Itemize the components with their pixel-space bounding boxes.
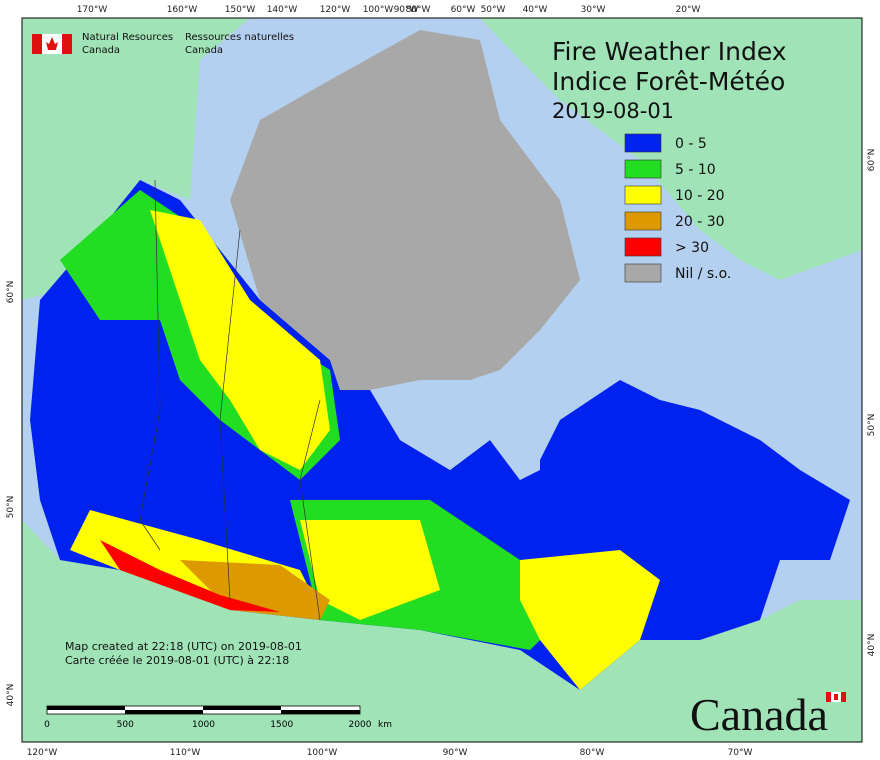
border	[219, 229, 241, 601]
legend-label: 5 - 10	[675, 162, 716, 178]
lon-label: 90°W	[394, 5, 419, 15]
lon-label: 120°W	[320, 5, 351, 15]
agency-en: Natural Resources	[82, 32, 173, 43]
nrcan-logo	[32, 34, 72, 54]
legend-label: > 30	[675, 240, 709, 256]
lon-label: 50°W	[481, 5, 506, 15]
lon-label: 120°W	[27, 748, 58, 758]
lon-label: 160°W	[167, 5, 198, 15]
wordmark-flag	[826, 692, 846, 702]
scale-label: 1000	[192, 720, 215, 730]
lon-label: 40°W	[523, 5, 548, 15]
legend-label: 0 - 5	[675, 136, 707, 152]
lat-label: 60°N	[867, 149, 877, 172]
lon-label: 110°W	[170, 748, 201, 758]
lon-label: 70°W	[728, 748, 753, 758]
lon-label: 90°W	[443, 748, 468, 758]
border	[139, 179, 161, 551]
date: 2019-08-01	[552, 99, 674, 123]
lat-label: 50°N	[6, 496, 16, 519]
legend-label: 20 - 30	[675, 214, 725, 230]
agency-fr: Ressources naturelles	[185, 32, 294, 43]
lon-label: 60°W	[451, 5, 476, 15]
fwi-orange-sw	[180, 560, 330, 620]
frame	[21, 17, 863, 743]
legend-label: 10 - 20	[675, 188, 725, 204]
texts: Natural Resources Canada Ressources natu…	[65, 32, 828, 740]
note: Map created at 22:18 (UTC) on 2019-08-01	[65, 640, 302, 653]
legend-swatch	[624, 159, 662, 179]
title: Indice Forêt-Météo	[552, 67, 785, 96]
lon-label: 170°W	[77, 5, 108, 15]
lat-label: 50°N	[867, 414, 877, 437]
note: Carte créée le 2019-08-01 (UTC) à 22:18	[65, 654, 289, 667]
fwi-yellow-east	[520, 550, 660, 690]
lon-label: 80°W	[406, 5, 431, 15]
legend-swatch	[624, 133, 662, 153]
legend-swatch	[624, 263, 662, 283]
scale-label: 1500	[270, 720, 293, 730]
lon-label: 100°W	[363, 5, 394, 15]
agency-en: Canada	[82, 45, 120, 56]
fwi-yellow-prairie	[300, 520, 440, 620]
scale-label: 0	[44, 720, 50, 730]
lon-label: 150°W	[225, 5, 256, 15]
lon-label: 30°W	[581, 5, 606, 15]
legend-swatch	[624, 237, 662, 257]
legend-label: Nil / s.o.	[675, 266, 731, 282]
arctic-nil	[230, 30, 580, 390]
legend-swatch	[624, 211, 662, 231]
scale-unit: km	[378, 720, 392, 730]
hudson-bay	[380, 380, 540, 480]
lat-label: 40°N	[6, 684, 16, 707]
scale-bar	[46, 705, 361, 715]
agency-fr: Canada	[185, 45, 223, 56]
wordmark: Canada	[690, 689, 828, 740]
lon-label: 140°W	[267, 5, 298, 15]
scale-label: 2000	[349, 720, 372, 730]
border	[299, 399, 321, 621]
map	[22, 18, 862, 742]
lon-label: 80°W	[580, 748, 605, 758]
alaska	[22, 18, 250, 300]
legend-swatch	[624, 185, 662, 205]
greenland	[480, 18, 862, 280]
fwi-yellow-nw	[150, 210, 330, 470]
lat-label: 40°N	[867, 634, 877, 657]
lon-label: 20°W	[676, 5, 701, 15]
title: Fire Weather Index	[552, 37, 787, 66]
scale-label: 500	[117, 720, 134, 730]
lon-label: 100°W	[307, 748, 338, 758]
united-states	[22, 520, 862, 742]
lat-label: 60°N	[6, 281, 16, 304]
